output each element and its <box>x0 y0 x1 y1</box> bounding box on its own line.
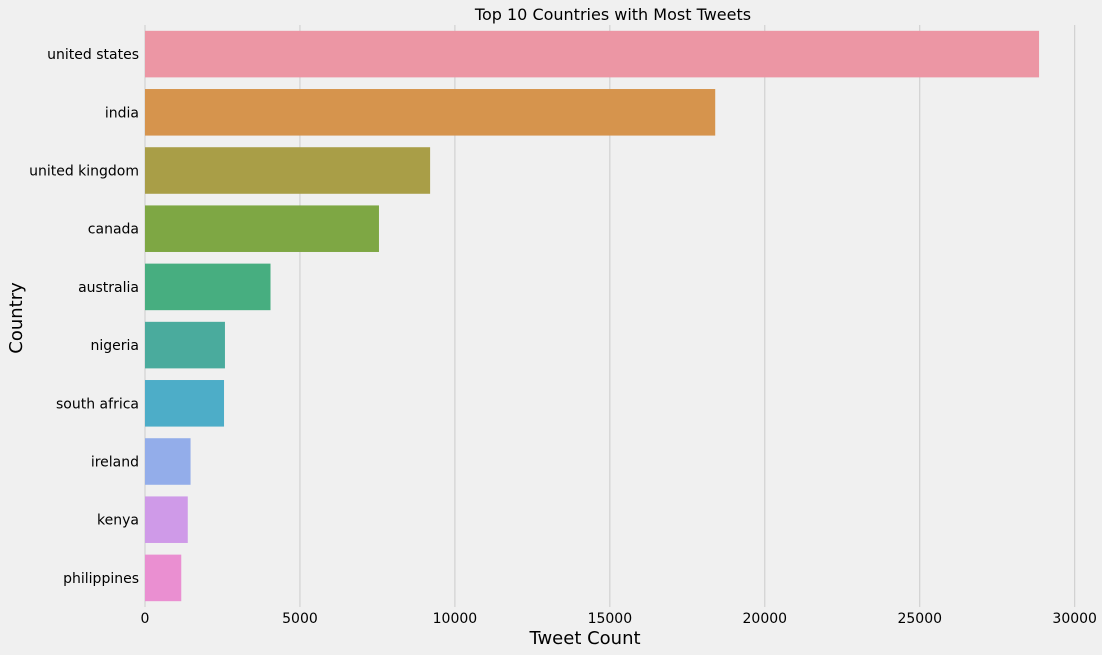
bar-south-africa <box>145 380 225 427</box>
bar-philippines <box>145 554 182 602</box>
x-tick-label: 25000 <box>897 611 942 627</box>
x-tick-label: 20000 <box>743 611 788 627</box>
x-tick-label: 10000 <box>433 611 478 627</box>
y-tick-label: canada <box>88 222 139 238</box>
y-tick-label: kenya <box>97 513 139 529</box>
x-tick-label: 15000 <box>588 611 633 627</box>
y-tick-label: united states <box>47 47 139 63</box>
bar-india <box>145 89 716 136</box>
bar-kenya <box>145 496 188 543</box>
x-tick-labels: 0 5000 10000 15000 20000 25000 30000 <box>141 611 1097 627</box>
y-tick-label: nigeria <box>91 338 140 354</box>
chart-title: Top 10 Countries with Most Tweets <box>474 5 751 24</box>
bar-united-states <box>145 30 1040 78</box>
bar-ireland <box>145 438 191 485</box>
x-axis-label: Tweet Count <box>528 628 640 649</box>
y-tick-label: india <box>105 105 139 121</box>
y-tick-label: australia <box>78 280 139 296</box>
y-tick-label: south africa <box>56 396 139 412</box>
bars <box>145 30 1040 602</box>
y-tick-label: ireland <box>91 455 139 471</box>
bar-canada <box>145 205 379 252</box>
y-tick-label: united kingdom <box>29 164 139 180</box>
x-tick-label: 30000 <box>1052 611 1097 627</box>
bar-united-kingdom <box>145 147 431 194</box>
y-axis-label: Country <box>6 282 27 354</box>
bar-nigeria <box>145 321 225 369</box>
y-tick-labels: united states india united kingdom canada au… <box>29 47 139 587</box>
y-tick-label: philippines <box>63 571 139 587</box>
bar-australia <box>145 263 271 311</box>
x-tick-label: 5000 <box>282 611 318 627</box>
x-tick-label: 0 <box>141 611 150 627</box>
